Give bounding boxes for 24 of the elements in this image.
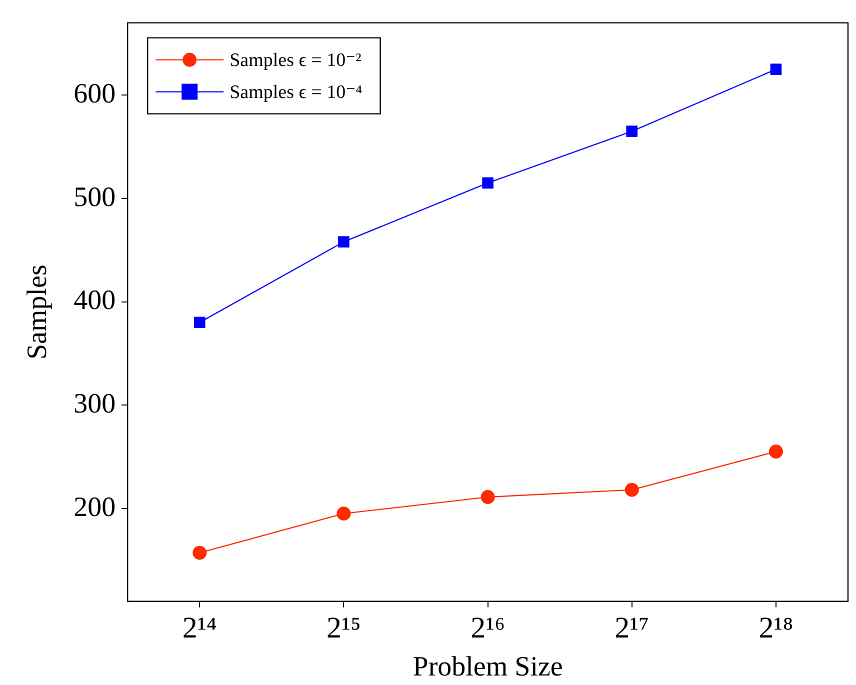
x-tick-label: 2¹⁸ (758, 611, 794, 644)
point (192, 546, 207, 560)
point (770, 64, 782, 75)
x-tick-label: 2¹⁷ (614, 611, 650, 644)
point (626, 126, 638, 137)
y-tick-label: 300 (74, 388, 116, 420)
x-tick-label: 2¹⁴ (182, 611, 217, 644)
legend-label: Samples ϵ = 10⁻² (230, 50, 362, 71)
point (336, 506, 351, 521)
point (768, 444, 783, 459)
y-tick-label: 200 (74, 492, 116, 523)
y-tick-label: 500 (74, 182, 116, 213)
point (480, 490, 495, 504)
point (338, 236, 350, 248)
x-tick-label: 2¹⁵ (326, 611, 361, 644)
y-tick-label: 400 (74, 285, 116, 316)
legend-label: Samples ϵ = 10⁻⁴ (230, 82, 363, 103)
y-tick-label: 600 (74, 78, 116, 110)
point (482, 177, 494, 189)
x-axis-title: Problem Size (412, 652, 563, 683)
point (194, 316, 206, 328)
x-tick-label: 2¹⁶ (470, 611, 506, 644)
point (624, 482, 639, 497)
y-axis-title: Samples (22, 264, 54, 360)
